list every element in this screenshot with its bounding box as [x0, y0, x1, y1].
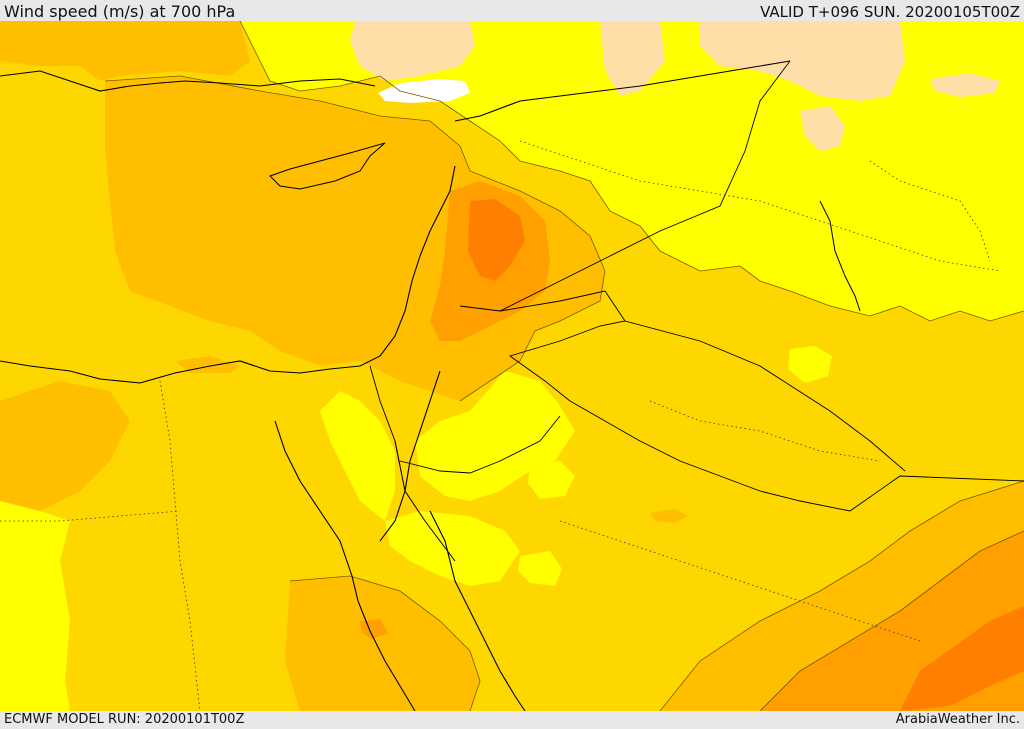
wind-speed-map — [0, 21, 1024, 711]
field-fresh-spot-1 — [175, 356, 240, 373]
field-light-north-5 — [930, 73, 1000, 97]
admin-boundaries — [0, 140, 1001, 711]
model-run-label: ECMWF MODEL RUN: 20200101T00Z — [4, 712, 245, 727]
field-low-south — [385, 511, 520, 586]
field-low-spot-2 — [518, 551, 562, 586]
credit-label: ArabiaWeather Inc. — [895, 712, 1020, 727]
field-low-sinai — [320, 391, 395, 521]
valid-time-label: VALID T+096 SUN. 20200105T00Z — [760, 3, 1020, 21]
cyprus-island — [269, 142, 386, 190]
footer-bar: ECMWF MODEL RUN: 20200101T00Z ArabiaWeat… — [0, 711, 1024, 729]
field-light-north-3 — [700, 21, 905, 101]
field-fresh-spot-2 — [650, 509, 688, 523]
field-fresh-northwest — [0, 21, 250, 81]
map-canvas — [0, 21, 1024, 711]
country-borders — [369, 60, 1024, 512]
field-very-strong-levant — [468, 199, 525, 281]
field-fresh-south — [285, 576, 480, 711]
field-calm-north — [378, 79, 470, 103]
map-title: Wind speed (m/s) at 700 hPa — [4, 2, 236, 21]
field-low-spot-3 — [528, 461, 575, 499]
field-fresh-west-coast — [0, 381, 130, 511]
field-low-spot-1 — [788, 346, 832, 383]
field-light-north-1 — [350, 21, 475, 81]
wind-contours — [104, 21, 1024, 711]
gulf-outlines — [394, 200, 861, 562]
title-bar: Wind speed (m/s) at 700 hPa VALID T+096 … — [0, 0, 1024, 21]
field-light-north-2 — [600, 21, 665, 96]
field-low-west — [0, 491, 70, 711]
coastlines — [0, 60, 791, 711]
field-light-north-4 — [800, 106, 845, 151]
field-very-strong-core — [900, 606, 1024, 711]
